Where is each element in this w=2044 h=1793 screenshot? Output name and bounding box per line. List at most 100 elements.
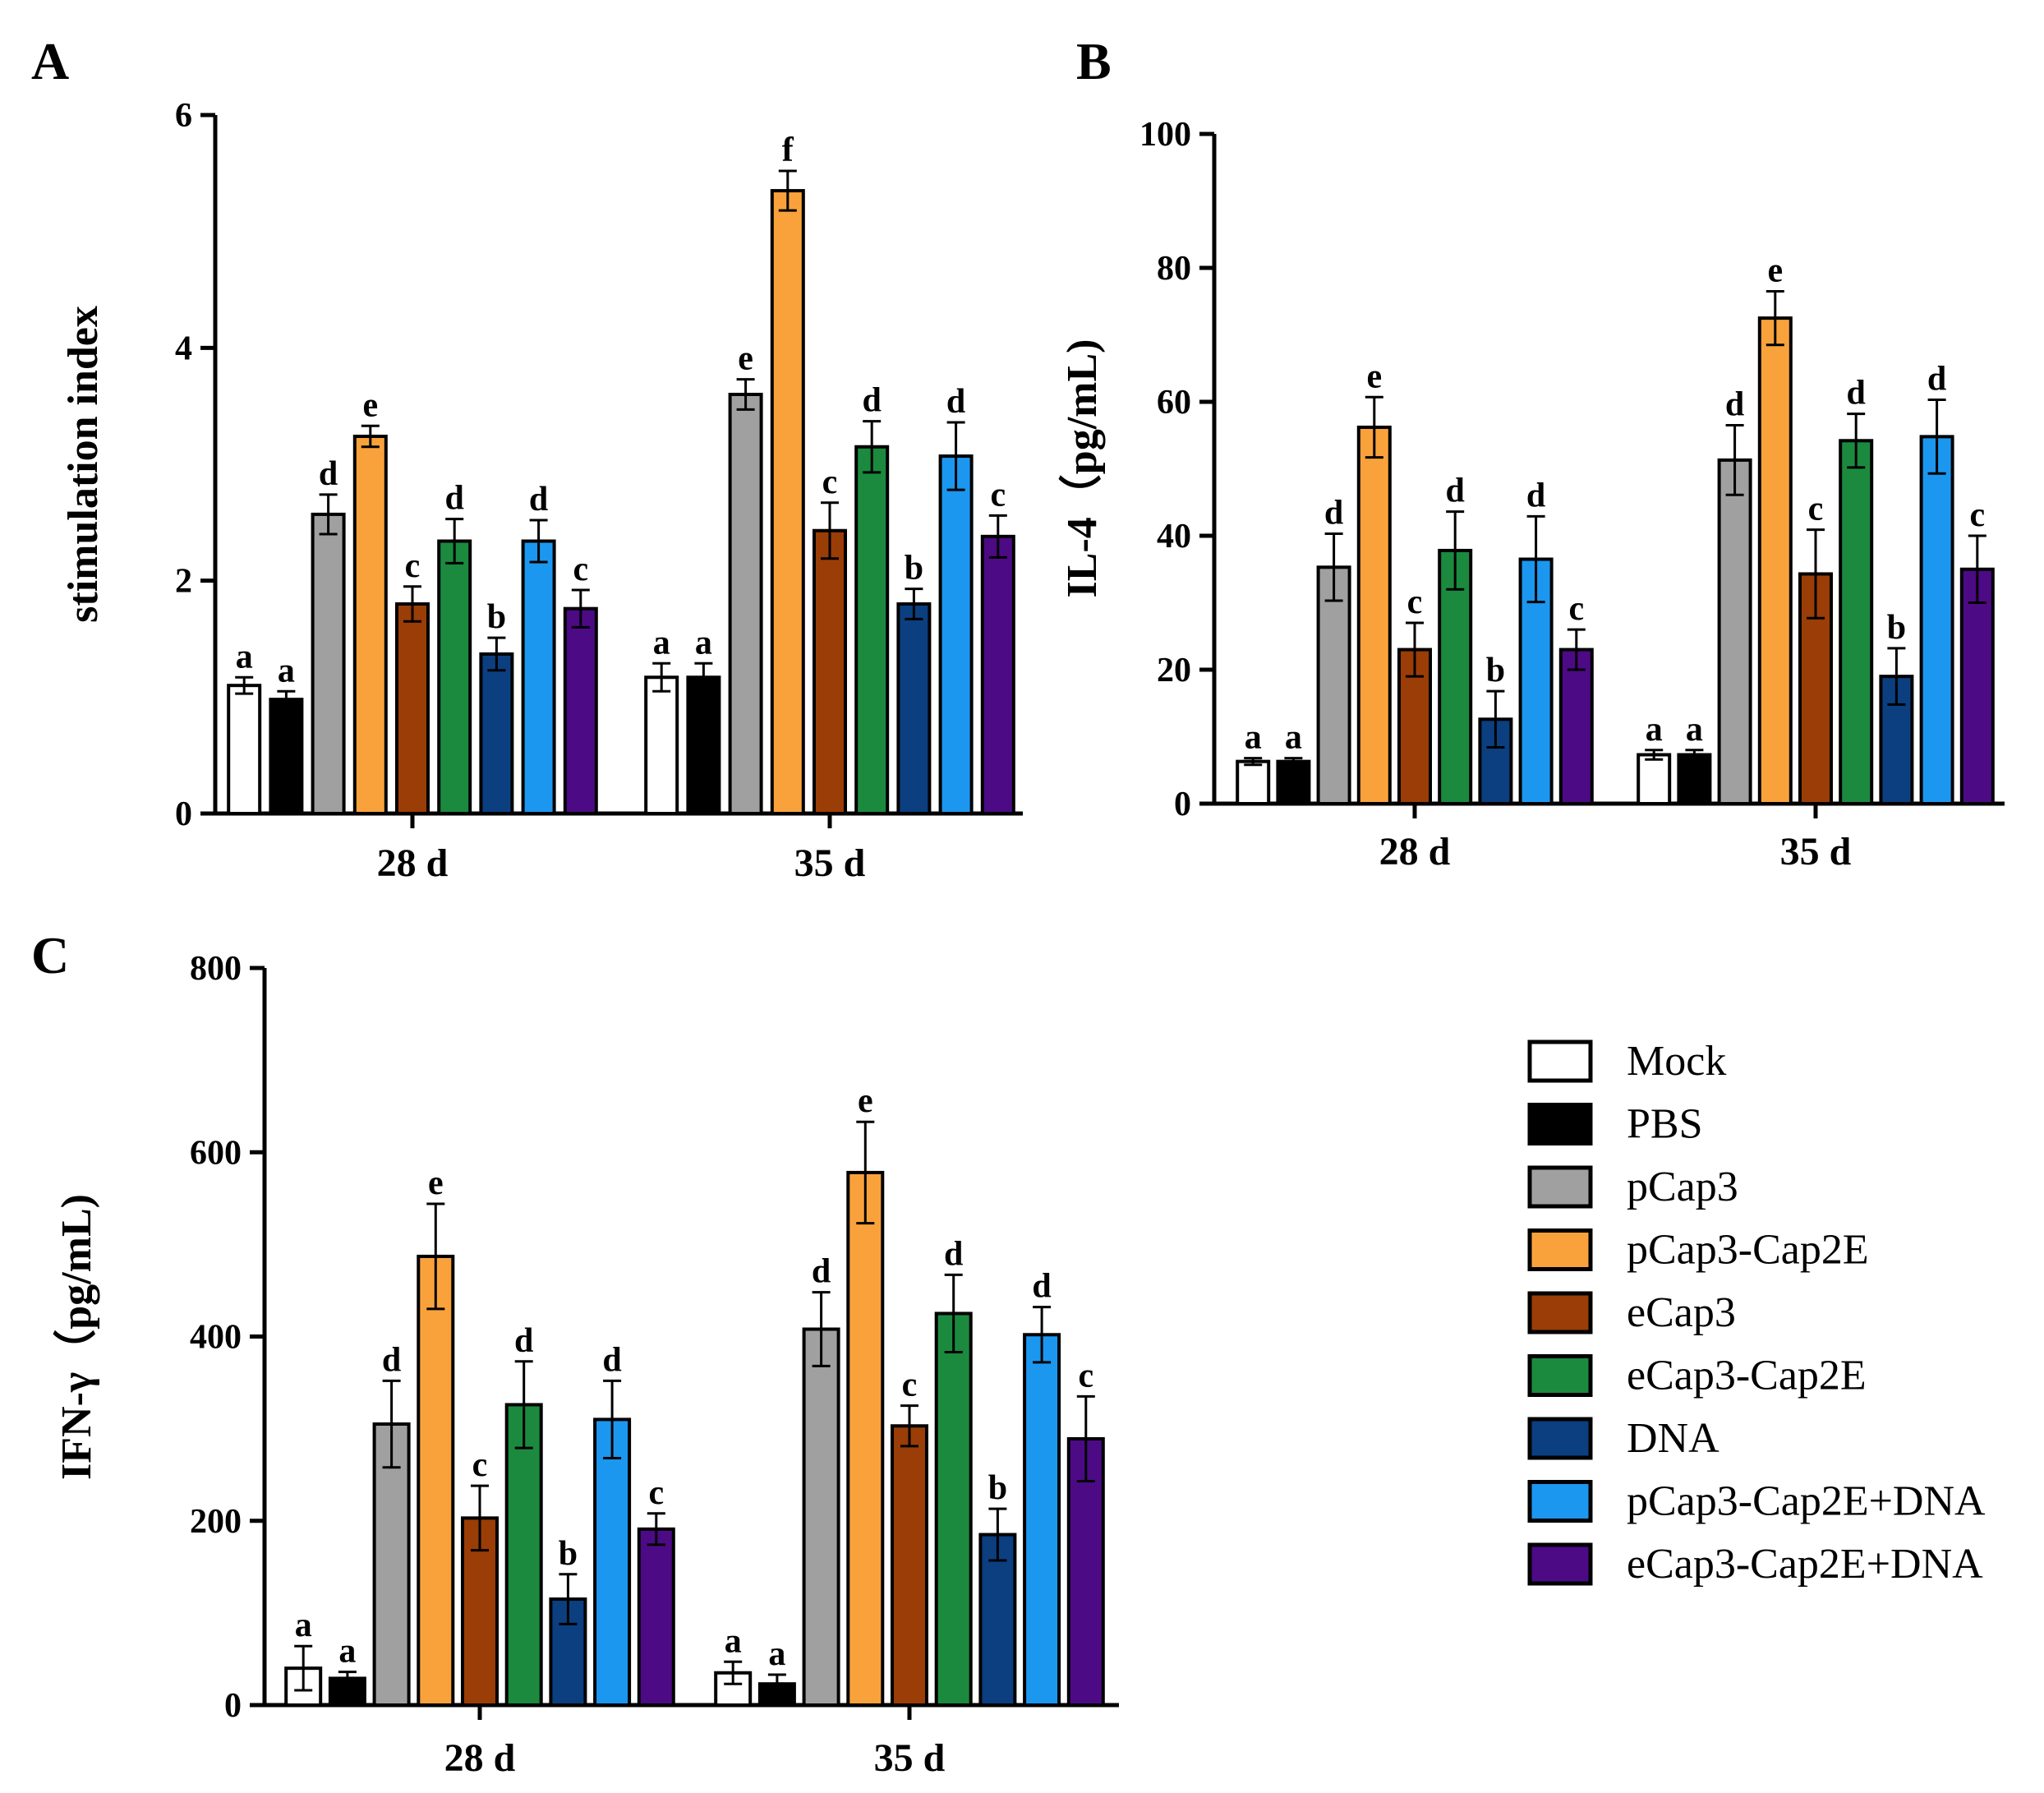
panel-a-significance-letter: b: [487, 598, 506, 636]
panel-a-significance-letter: d: [863, 382, 882, 420]
legend-swatch-pbs: [1527, 1103, 1593, 1145]
panel-b-y-tick-label: 0: [1174, 786, 1191, 823]
panel-a-significance-letter: e: [362, 386, 378, 424]
panel-a-bar-ecap3-cap2e-35-d: [854, 445, 890, 815]
panel-c-significance-letter: c: [902, 1367, 918, 1404]
panel-b-y-tick-label: 100: [1139, 116, 1191, 154]
legend-label-pcap3-cap2e: pCap3-Cap2E: [1627, 1227, 1869, 1274]
panel-b-significance-letter: c: [1808, 491, 1824, 528]
panel-b-bar-ecap3-cap2e-35-d: [1839, 439, 1874, 806]
panel-b-x-tick-label: 28 d: [1379, 830, 1451, 873]
panel-a-bar-mock-35-d: [644, 675, 679, 815]
legend-swatch-pcap3: [1527, 1165, 1593, 1209]
legend-swatch-ecap3-cap2e: [1527, 1354, 1593, 1397]
panel-b-significance-letter: d: [1927, 361, 1946, 399]
panel-a-significance-letter: d: [946, 383, 965, 421]
panel-b-x-tick-label: 35 d: [1780, 830, 1852, 873]
panel-a-bar-ecap3-35-d: [813, 528, 847, 815]
panel-b-bar-pcap3-cap2e-dna-35-d: [1919, 435, 1954, 805]
panel-c-significance-letter: b: [988, 1469, 1007, 1507]
legend-label-mock: Mock: [1627, 1038, 1726, 1085]
legend-label-pcap3: pCap3: [1627, 1164, 1738, 1210]
panel-c-significance-letter: d: [514, 1322, 533, 1360]
panel-b-y-tick-label: 40: [1157, 518, 1191, 555]
panel-c-y-tick-label: 400: [190, 1319, 242, 1357]
legend-swatch-mock: [1527, 1039, 1593, 1083]
panel-b-significance-letter: e: [1767, 252, 1783, 290]
panel-a-y-tick-label: 0: [175, 795, 192, 833]
panel-b-bar-ecap3-cap2e-dna-28-d: [1558, 648, 1594, 805]
panel-b-bar-pcap3-35-d: [1717, 458, 1752, 806]
panel-a-bar-pcap3-28-d: [311, 512, 346, 816]
panel-letter-a: A: [31, 32, 69, 90]
panel-a-y-tick-label: 6: [175, 97, 192, 135]
panel-b-bar-pbs-28-d: [1276, 759, 1311, 806]
panel-a-bar-pcap3-cap2e-35-d: [770, 189, 805, 816]
panel-c-y-tick-label: 0: [224, 1687, 242, 1725]
panel-c-y-axis-label: IFN-γ（pg/mL): [53, 1194, 100, 1480]
panel-b-significance-letter: d: [1324, 495, 1343, 532]
panel-letter-b: B: [1076, 32, 1112, 90]
panel-c-significance-letter: d: [602, 1341, 621, 1379]
panel-b-bar-mock-28-d: [1236, 759, 1271, 806]
panel-c-significance-letter: e: [428, 1164, 444, 1202]
panel-c-significance-letter: b: [559, 1535, 578, 1573]
panel-c-bar-dna-28-d: [549, 1597, 587, 1708]
panel-c-bar-ecap3-35-d: [891, 1424, 928, 1707]
panel-a-bar-ecap3-cap2e-dna-35-d: [980, 534, 1015, 815]
panel-b-bar-ecap3-cap2e-dna-35-d: [1959, 567, 1995, 805]
panel-b-bar-pcap3-28-d: [1316, 565, 1351, 805]
panel-a-y-tick-label: 2: [175, 563, 192, 601]
panel-b-y-tick-label: 80: [1157, 250, 1191, 288]
panel-c-significance-letter: c: [648, 1474, 664, 1512]
panel-c-significance-letter: a: [725, 1622, 742, 1660]
panel-a-bar-dna-35-d: [896, 602, 932, 815]
panel-b-y-axis-label: IL-4（pg/mL): [1058, 339, 1106, 598]
panel-c-bar-ecap3-cap2e-28-d: [504, 1403, 543, 1708]
panel-a-x-tick-label: 35 d: [794, 841, 866, 885]
panel-a-y-axis-label: stimulation index: [60, 306, 107, 623]
panel-c-bar-pcap3-cap2e-35-d: [846, 1170, 885, 1707]
panel-a-bar-pcap3-cap2e-28-d: [352, 435, 388, 815]
panel-c-bar-ecap3-cap2e-35-d: [934, 1311, 973, 1707]
panel-c-y-tick-label: 600: [190, 1134, 242, 1172]
panel-a-significance-letter: c: [822, 463, 838, 501]
panel-c-bar-pcap3-cap2e-28-d: [417, 1254, 455, 1708]
panel-b-bar-pbs-35-d: [1677, 753, 1712, 806]
panel-b-significance-letter: c: [1969, 496, 1985, 534]
panel-c-significance-letter: d: [812, 1253, 831, 1291]
panel-b-significance-letter: e: [1366, 357, 1382, 395]
panel-b-significance-letter: a: [1285, 719, 1302, 757]
panel-c-significance-letter: c: [1078, 1357, 1093, 1394]
panel-a-bar-pcap3-cap2e-dna-28-d: [521, 539, 556, 815]
legend: Mock PBS pCap3 pCap3-Cap2E eCap3 eCap3-Cap2E D…: [1527, 1038, 1986, 1588]
panel-a-significance-letter: c: [573, 551, 588, 588]
panel-a-bar-mock-28-d: [227, 684, 262, 816]
panel-a-significance-letter: c: [405, 547, 421, 585]
panel-b-bar-mock-35-d: [1637, 753, 1672, 806]
panel-c-significance-letter: d: [382, 1341, 401, 1379]
panel-b-significance-letter: c: [1407, 583, 1423, 621]
panel-b-significance-letter: a: [1646, 711, 1663, 749]
panel-b-bar-pcap3-cap2e-28-d: [1356, 425, 1392, 805]
panel-a-bar-pcap3-cap2e-dna-35-d: [938, 454, 974, 815]
panel-c-y-tick-label: 800: [190, 950, 242, 988]
panel-c-y-tick-label: 200: [190, 1503, 242, 1541]
panel-a-significance-letter: d: [319, 455, 338, 493]
panel-b-significance-letter: d: [1526, 477, 1545, 514]
panel-a-significance-letter: c: [990, 476, 1006, 514]
panel-c-x-tick-label: 28 d: [444, 1736, 516, 1780]
legend-swatch-dna: [1527, 1417, 1593, 1460]
legend-label-pcap3-cap2e-dna: pCap3-Cap2E+DNA: [1627, 1478, 1986, 1525]
legend-swatch-ecap3-cap2e-dna: [1527, 1542, 1593, 1586]
panel-b-bar-ecap3-28-d: [1397, 648, 1432, 805]
panel-a-significance-letter: a: [278, 652, 295, 689]
panel-a-significance-letter: a: [653, 624, 670, 661]
panel-letter-c: C: [31, 926, 69, 984]
panel-b-significance-letter: d: [1847, 375, 1866, 413]
panel-b-significance-letter: d: [1446, 472, 1465, 510]
panel-a-bar-pbs-35-d: [686, 675, 721, 815]
panel-b-significance-letter: c: [1568, 590, 1584, 628]
